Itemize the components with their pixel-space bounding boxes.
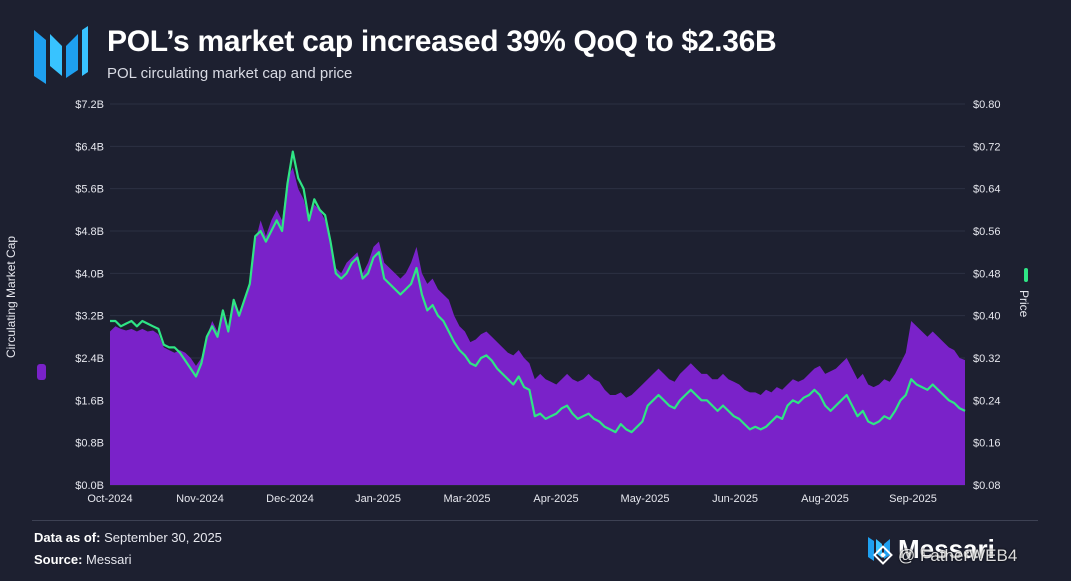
y-axis-left: $0.0B $0.8B $1.6B $2.4B $3.2B $4.0B $4.8B $5.6B… (75, 99, 104, 492)
price-line (110, 150, 966, 434)
x-tick-label: Sep-2025 (889, 493, 937, 505)
source-label: Source: (34, 552, 83, 567)
y-left-tick-label: $0.0B (75, 480, 104, 492)
x-tick-label: Mar-2025 (443, 493, 490, 505)
y-right-tick-label: $0.80 (973, 99, 1001, 111)
y-left-tick-label: $4.8B (75, 226, 104, 238)
y-left-tick-label: $4.0B (75, 268, 104, 280)
x-tick-label: Aug-2025 (801, 493, 849, 505)
data-as-of-label: Data as of: (34, 530, 101, 545)
x-axis: Oct-2024 Nov-2024 Dec-2024 Jan-2025 Mar-2025… (87, 493, 936, 505)
source-value: Messari (86, 552, 132, 567)
y-left-tick-label: $3.2B (75, 311, 104, 323)
y-right-tick-label: $0.56 (973, 226, 1001, 238)
market-cap-area (110, 167, 965, 485)
y-axis-right-label: Price (1017, 290, 1031, 318)
footer-divider (32, 520, 1038, 521)
y-right-tick-label: $0.16 (973, 438, 1001, 450)
chart-title: POL’s market cap increased 39% QoQ to $2… (107, 25, 777, 58)
brand-name: Messari (898, 534, 995, 564)
price-series (110, 150, 966, 434)
y-axis-left-label: Circulating Market Cap (4, 235, 18, 358)
x-tick-label: Jan-2025 (355, 493, 401, 505)
y-left-tick-label: $5.6B (75, 184, 104, 196)
y-right-tick-label: $0.32 (973, 353, 1001, 365)
x-tick-label: Jun-2025 (712, 493, 758, 505)
y-right-tick-label: $0.40 (973, 311, 1001, 323)
data-as-of-value: September 30, 2025 (104, 530, 222, 545)
y-left-tick-label: $6.4B (75, 141, 104, 153)
x-tick-label: May-2025 (621, 493, 670, 505)
y-right-tick-label: $0.24 (973, 395, 1001, 407)
x-tick-label: Apr-2025 (533, 493, 578, 505)
source: Source: Messari (34, 552, 132, 567)
messari-logo-icon (34, 26, 88, 84)
data-as-of: Data as of: September 30, 2025 (34, 530, 222, 545)
price-legend-swatch (1024, 268, 1028, 282)
market-cap-series (110, 167, 965, 485)
market-cap-legend-swatch (37, 364, 46, 380)
x-tick-label: Nov-2024 (176, 493, 224, 505)
y-right-tick-label: $0.48 (973, 268, 1001, 280)
y-left-tick-label: $2.4B (75, 353, 104, 365)
y-right-tick-label: $0.08 (973, 480, 1001, 492)
y-left-tick-label: $7.2B (75, 99, 104, 111)
y-right-tick-label: $0.72 (973, 141, 1001, 153)
y-left-tick-label: $0.8B (75, 438, 104, 450)
messari-brand-icon (868, 537, 890, 561)
chart-subtitle: POL circulating market cap and price (107, 65, 353, 82)
x-tick-label: Dec-2024 (266, 493, 314, 505)
y-axis-right: $0.08 $0.16 $0.24 $0.32 $0.40 $0.48 $0.56 $0.64… (973, 99, 1001, 492)
y-right-tick-label: $0.64 (973, 184, 1001, 196)
watermark-diamond-icon (873, 545, 893, 565)
x-tick-label: Oct-2024 (87, 493, 132, 505)
watermark-text: @ FatherWEB4 (898, 546, 1018, 565)
y-left-tick-label: $1.6B (75, 395, 104, 407)
